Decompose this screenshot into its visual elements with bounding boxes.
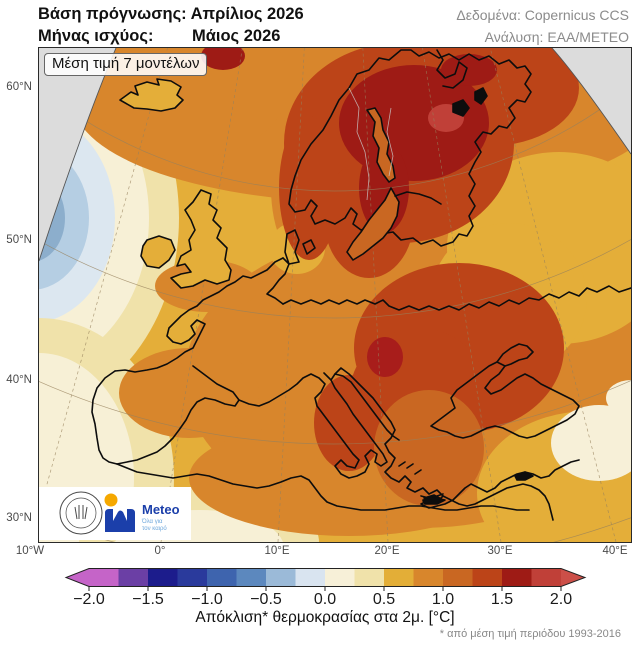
svg-text:Meteo: Meteo [142, 502, 180, 517]
svg-text:Όλα για: Όλα για [141, 519, 163, 525]
svg-text:τον καιρό: τον καιρό [142, 525, 167, 532]
